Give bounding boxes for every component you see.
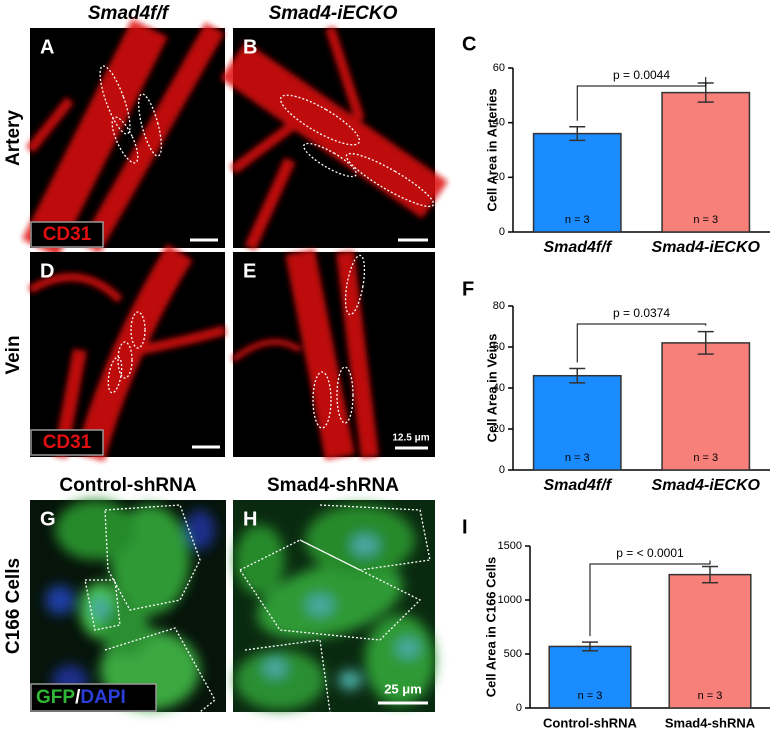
significance-bracket [576, 77, 707, 121]
row-title: Vein [3, 335, 24, 374]
p-value: p = 0.0374 [613, 306, 670, 320]
significance-bracket [576, 323, 707, 363]
stain-label: GFP/DAPI [36, 687, 126, 708]
column-title: Smad4f/f [88, 3, 170, 24]
error-bar [697, 330, 714, 355]
bar [532, 374, 622, 471]
p-value: p = < 0.0001 [616, 546, 684, 560]
bar [532, 132, 622, 233]
image-panel: G GFP/DAPI [30, 500, 226, 713]
x-tick-label: Smad4-iECKO [652, 239, 761, 256]
y-tick-label: 80 [493, 300, 505, 312]
panel-label: E [243, 260, 256, 282]
y-tick-label: 60 [493, 62, 505, 74]
n-label: n = 3 [565, 452, 590, 464]
n-label: n = 3 [698, 690, 723, 702]
image-panel: 12.5 μm E [231, 249, 435, 460]
charts: C Cell Area in Arteries 0 20 40 60 n = 3 Smad4f… [462, 33, 770, 730]
panel-label: A [40, 36, 54, 58]
image-panel: 25 μm H [233, 500, 435, 713]
error-bar [569, 367, 586, 384]
x-tick-label: Smad4-iECKO [652, 477, 761, 494]
x-tick-label: Smad4f/f [543, 477, 612, 494]
x-tick-label: Smad4f/f [543, 239, 612, 256]
stain-sep: / [75, 687, 81, 708]
y-axis-label: Cell Area in C166 Cells [483, 557, 498, 697]
bar [548, 645, 632, 709]
image-panel: A CD31 [22, 19, 225, 257]
column-title: Control-shRNA [59, 475, 196, 496]
y-tick-label: 40 [493, 382, 505, 394]
column-title: Smad4-iECKO [269, 3, 398, 24]
column-title: Smad4-shRNA [267, 475, 399, 496]
y-tick-label: 0 [499, 226, 505, 238]
panel-label: I [462, 516, 468, 538]
stain-label: CD31 [43, 224, 92, 245]
panel-label: G [40, 508, 56, 530]
y-tick-label: 0 [499, 464, 505, 476]
panel-label: B [243, 36, 257, 58]
error-bar [569, 126, 586, 142]
x-tick-label: Smad4-shRNA [665, 715, 756, 730]
image-panel: B [220, 26, 448, 251]
row-title: C166 Cells [3, 558, 24, 654]
p-value: p = 0.0044 [613, 68, 670, 82]
n-label: n = 3 [578, 690, 603, 702]
y-tick-label: 40 [493, 117, 505, 129]
y-tick-label: 20 [493, 423, 505, 435]
stain-label: CD31 [43, 432, 92, 453]
scale-label: 25 μm [384, 681, 422, 696]
significance-bracket [589, 560, 711, 637]
n-label: n = 3 [693, 214, 718, 226]
y-tick-label: 1000 [498, 594, 522, 606]
y-axis-label: Cell Area in Arteries [484, 88, 499, 211]
y-tick-label: 0 [516, 702, 522, 714]
stain-dapi: DAPI [80, 687, 125, 708]
scale-label: 12.5 μm [392, 433, 429, 444]
image-panel: D CD31 [27, 244, 227, 462]
y-axis-label: Cell Area in Veins [484, 334, 499, 443]
n-label: n = 3 [693, 452, 718, 464]
y-tick-label: 20 [493, 171, 505, 183]
y-tick-label: 60 [493, 341, 505, 353]
bar [668, 573, 752, 709]
stain-gfp: GFP [36, 687, 75, 708]
headers: Smad4f/f Smad4-iECKO Control-shRNA Smad4… [3, 3, 399, 654]
panel-label: F [462, 278, 474, 300]
panel-label: D [40, 260, 54, 282]
panel-label: H [243, 508, 257, 530]
error-bar [582, 641, 598, 652]
bar [661, 91, 751, 233]
n-label: n = 3 [565, 214, 590, 226]
row-title: Artery [3, 110, 24, 166]
y-tick-label: 1500 [498, 540, 522, 552]
x-tick-label: Control-shRNA [543, 715, 637, 730]
error-bar [702, 565, 718, 584]
panel-label: C [462, 33, 476, 55]
y-tick-label: 500 [504, 648, 522, 660]
